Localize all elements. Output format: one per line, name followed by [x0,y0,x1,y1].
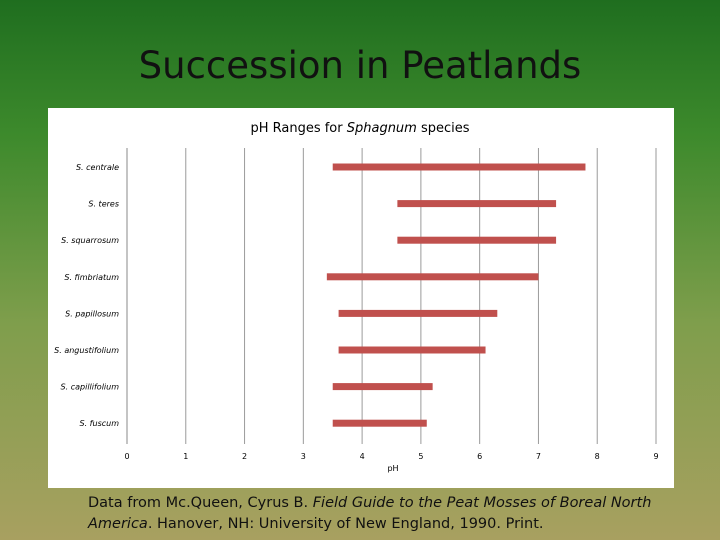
chart-title: pH Ranges for Sphagnum species [250,121,469,136]
x-tick-label: 0 [124,452,129,461]
range-bar [397,200,557,208]
category-label: S. centrale [76,163,119,172]
x-tick-label: 8 [595,452,600,461]
citation-prefix: Data from Mc.Queen, Cyrus B. [88,495,313,511]
x-tick-label: 1 [183,452,188,461]
chart-title-prefix: pH Ranges for [250,121,346,136]
category-label: S. teres [88,200,119,209]
citation-book-title: Field Guide to the Peat Mosses of Boreal… [88,495,652,532]
range-bar [332,383,433,391]
chart-panel: pH Ranges for Sphagnum species S. centra… [48,108,674,488]
range-bar [397,236,557,244]
x-tick-label: 5 [418,452,423,461]
category-labels: S. centrale S. teres S. squarrosum S. fimbr… [54,163,119,428]
x-tick-label: 9 [653,452,658,461]
range-bars [326,163,586,427]
ph-range-chart: pH Ranges for Sphagnum species S. centra… [54,121,658,473]
chart-title-italic: Sphagnum [347,121,417,136]
x-tick-label: 3 [301,452,306,461]
gridlines [126,148,657,444]
range-bar [338,346,486,354]
x-tick-labels: 0 1 2 3 4 5 6 7 8 9 [124,452,658,461]
range-bar [338,309,498,317]
category-label: S. papillosum [65,309,119,318]
range-bar [332,419,427,427]
citation: Data from Mc.Queen, Cyrus B. Field Guide… [88,493,688,535]
x-tick-label: 2 [242,452,247,461]
category-label: S. capillifolium [61,383,120,392]
chart-title-suffix: species [417,121,470,136]
slide-title: Succession in Peatlands [138,44,582,87]
range-bar [326,273,539,281]
citation-suffix: . Hanover, NH: University of New England… [147,516,544,532]
range-bar [332,163,586,171]
x-tick-label: 7 [536,452,541,461]
x-axis-label: pH [387,464,398,473]
x-tick-label: 6 [477,452,482,461]
category-label: S. fuscum [80,419,120,428]
x-tick-label: 4 [360,452,365,461]
category-label: S. squarrosum [61,236,119,245]
category-label: S. fimbriatum [64,273,119,282]
category-label: S. angustifolium [54,346,119,355]
